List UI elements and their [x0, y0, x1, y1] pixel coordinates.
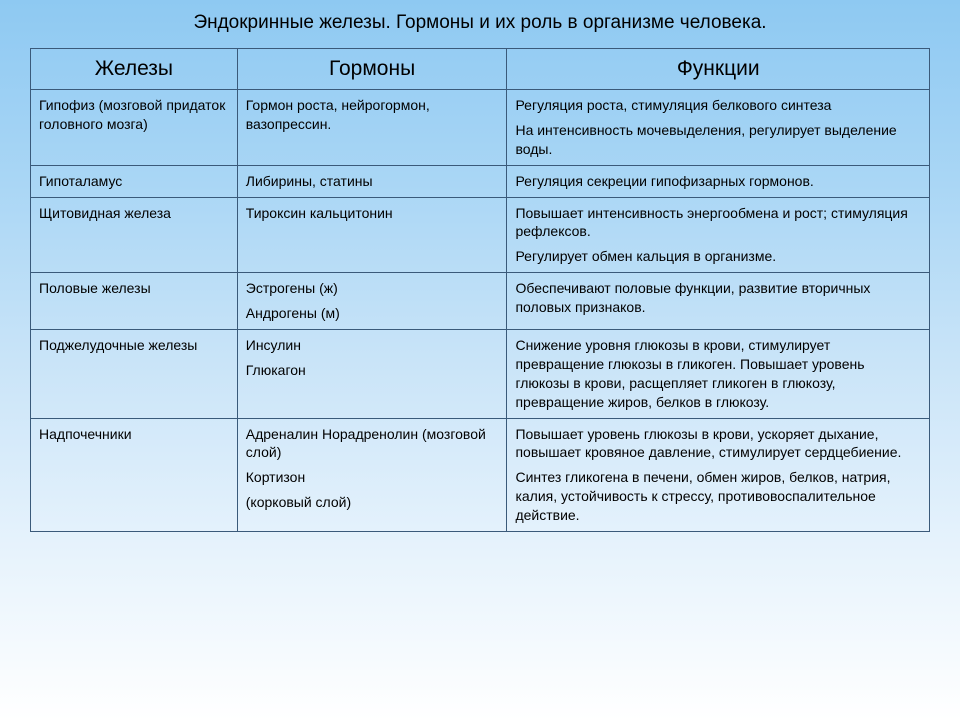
table-body: Гипофиз (мозговой придаток головного моз…: [31, 90, 930, 532]
hormone-line: Эстрогены (ж): [246, 279, 499, 298]
page-title: Эндокринные железы. Гормоны и их роль в …: [30, 12, 930, 34]
function-line: Обеспечивают половые функции, развитие в…: [515, 279, 921, 317]
cell-hormones: Эстрогены (ж) Андрогены (м): [237, 273, 507, 330]
cell-functions: Снижение уровня глюкозы в крови, стимули…: [507, 330, 930, 419]
table-header-row: Железы Гормоны Функции: [31, 49, 930, 90]
hormone-line: Либирины, статины: [246, 172, 499, 191]
cell-functions: Регуляция секреции гипофизарных гормонов…: [507, 165, 930, 197]
function-line: Синтез гликогена в печени, обмен жиров, …: [515, 468, 921, 525]
col-header-hormones: Гормоны: [237, 49, 507, 90]
cell-hormones: Гормон роста, нейрогормон, вазопрессин.: [237, 90, 507, 166]
cell-functions: Повышает уровень глюкозы в крови, ускоря…: [507, 418, 930, 531]
hormone-line: Андрогены (м): [246, 304, 499, 323]
cell-functions: Обеспечивают половые функции, развитие в…: [507, 273, 930, 330]
hormone-line: (корковый слой): [246, 493, 499, 512]
page: Эндокринные железы. Гормоны и их роль в …: [0, 0, 960, 552]
function-line: Регуляция роста, стимуляция белкового си…: [515, 96, 921, 115]
function-line: Снижение уровня глюкозы в крови, стимули…: [515, 336, 921, 412]
hormone-line: Адреналин Норадренолин (мозговой слой): [246, 425, 499, 463]
hormone-line: Тироксин кальцитонин: [246, 204, 499, 223]
table-row: Половые железы Эстрогены (ж) Андрогены (м)…: [31, 273, 930, 330]
cell-gland: Поджелудочные железы: [31, 330, 238, 419]
cell-hormones: Адреналин Норадренолин (мозговой слой) Ко…: [237, 418, 507, 531]
cell-gland: Половые железы: [31, 273, 238, 330]
cell-gland: Щитовидная железа: [31, 197, 238, 273]
function-line: Повышает интенсивность энергообмена и ро…: [515, 204, 921, 242]
function-line: На интенсивность мочевыделения, регулиру…: [515, 121, 921, 159]
table-row: Гипофиз (мозговой придаток головного моз…: [31, 90, 930, 166]
function-line: Регулирует обмен кальция в организме.: [515, 247, 921, 266]
glands-table: Железы Гормоны Функции Гипофиз (мозговой…: [30, 48, 930, 532]
function-line: Повышает уровень глюкозы в крови, ускоря…: [515, 425, 921, 463]
table-row: Поджелудочные железы Инсулин Глюкагон Сниже…: [31, 330, 930, 419]
table-row: Щитовидная железа Тироксин кальцитонин Пов…: [31, 197, 930, 273]
hormone-line: Глюкагон: [246, 361, 499, 380]
hormone-line: Кортизон: [246, 468, 499, 487]
table-row: Гипоталамус Либирины, статины Регуляция се…: [31, 165, 930, 197]
hormone-line: Гормон роста, нейрогормон, вазопрессин.: [246, 96, 499, 134]
cell-hormones: Инсулин Глюкагон: [237, 330, 507, 419]
col-header-functions: Функции: [507, 49, 930, 90]
hormone-line: Инсулин: [246, 336, 499, 355]
cell-functions: Повышает интенсивность энергообмена и ро…: [507, 197, 930, 273]
cell-gland: Надпочечники: [31, 418, 238, 531]
cell-functions: Регуляция роста, стимуляция белкового си…: [507, 90, 930, 166]
col-header-gland: Железы: [31, 49, 238, 90]
cell-hormones: Либирины, статины: [237, 165, 507, 197]
cell-gland: Гипоталамус: [31, 165, 238, 197]
function-line: Регуляция секреции гипофизарных гормонов…: [515, 172, 921, 191]
cell-hormones: Тироксин кальцитонин: [237, 197, 507, 273]
cell-gland: Гипофиз (мозговой придаток головного моз…: [31, 90, 238, 166]
table-row: НадпочечникиАдреналин Норадренолин (мозг…: [31, 418, 930, 531]
